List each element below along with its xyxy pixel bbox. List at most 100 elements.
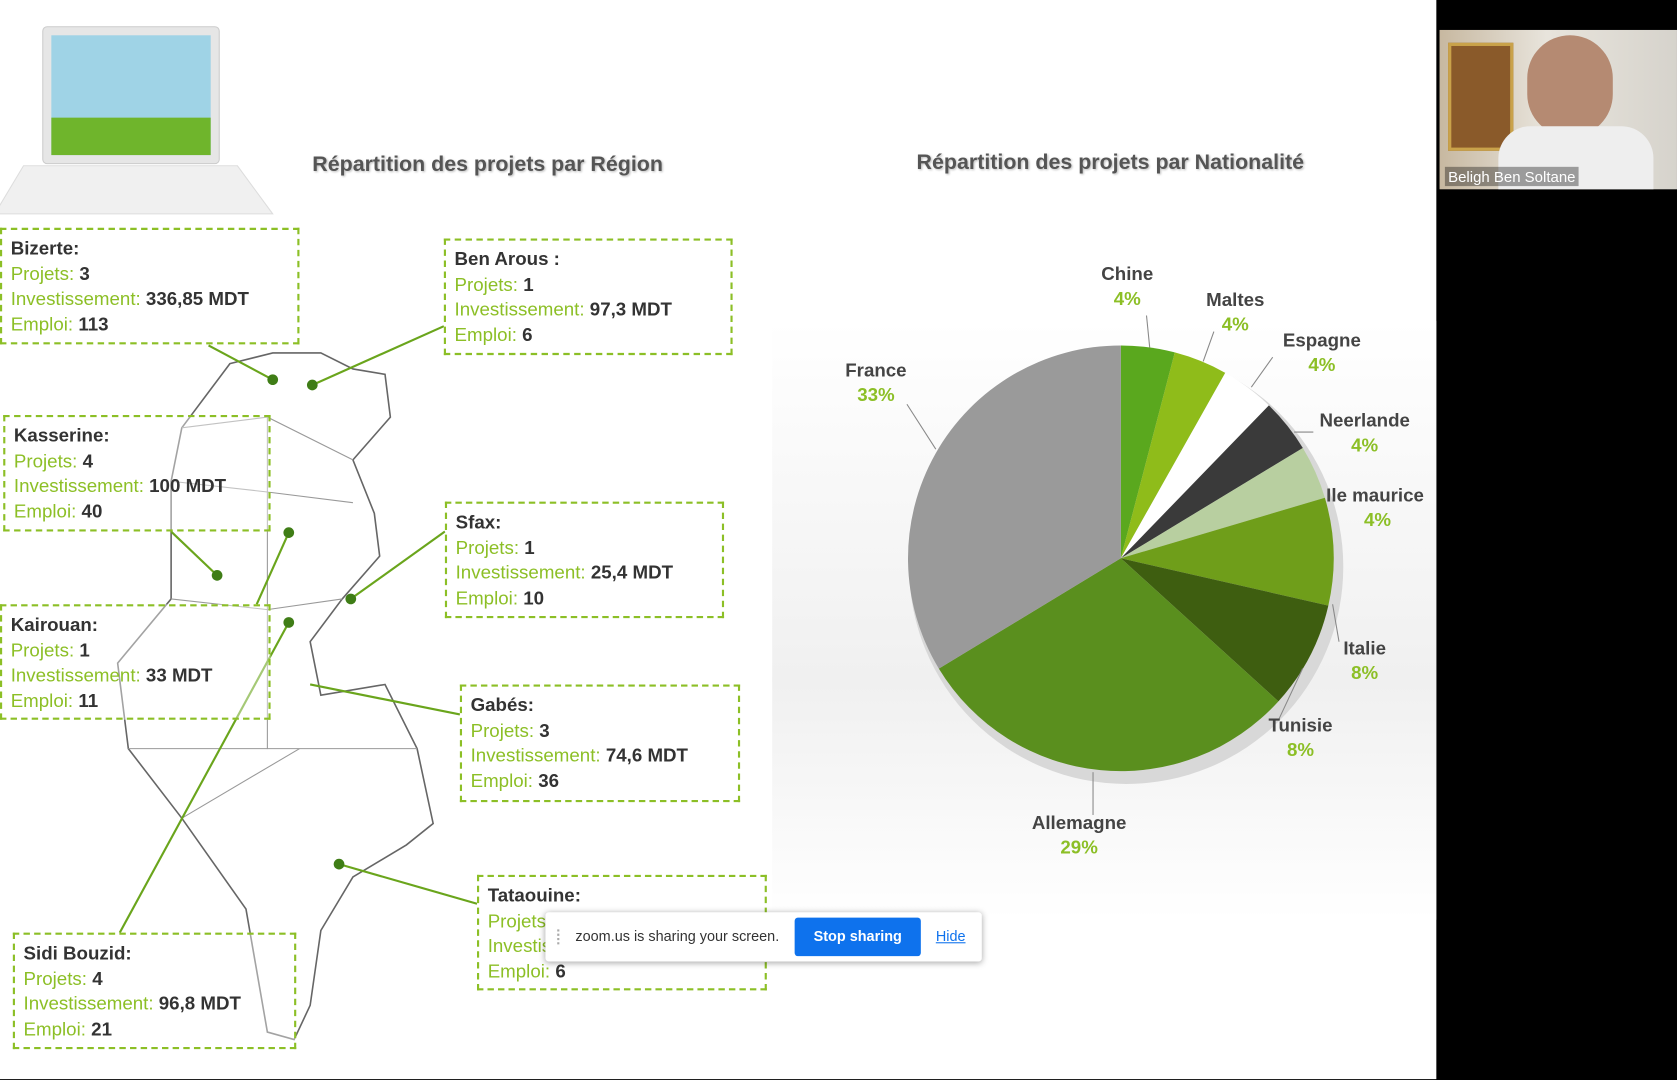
slice-name: Allemagne xyxy=(1032,812,1127,833)
region-row: Projets: 1 xyxy=(456,535,714,560)
region-row: Projets: 4 xyxy=(14,449,260,474)
nationality-title: Répartition des projets par Nationalité xyxy=(916,150,1305,175)
region-box: Ben Arous : Projets: 1 Investissement: 97,… xyxy=(443,238,733,356)
region-name: Tataouine: xyxy=(487,884,581,906)
leader-line xyxy=(906,403,937,450)
slice-name: Chine xyxy=(1101,263,1153,284)
region-name: Sfax: xyxy=(455,511,502,533)
row-label: Investissement: xyxy=(23,992,154,1014)
region-box: Bizerte: Projets: 3 Investissement: 336,85… xyxy=(0,227,300,345)
slice-name: Italie xyxy=(1343,638,1386,659)
slide-graphics xyxy=(0,26,478,1041)
slice-value-label: 4% xyxy=(1308,354,1335,375)
pie-slice xyxy=(908,345,1121,669)
region-row: Investissement: 97,3 MDT xyxy=(455,297,722,322)
row-value: 1 xyxy=(523,273,534,295)
region-row: Emploi: 11 xyxy=(11,688,260,713)
region-name: Sidi Bouzid: xyxy=(23,942,132,964)
row-value: 96,8 MDT xyxy=(158,992,241,1014)
slice-value-label: 33% xyxy=(857,384,895,405)
row-value: 113 xyxy=(78,312,109,335)
row-label: Emploi: xyxy=(13,499,77,522)
row-value: 336,85 MDT xyxy=(145,287,249,310)
participant-video: Beligh Ben Soltane xyxy=(1439,29,1677,190)
participant-name: Beligh Ben Soltane xyxy=(1444,166,1579,187)
row-label: Emploi: xyxy=(470,769,533,791)
drag-handle[interactable] xyxy=(557,929,562,945)
slice-name: France xyxy=(845,359,906,380)
region-row: Emploi: 36 xyxy=(471,768,730,793)
region-box: Kasserine: Projets: 4 Investissement: 100 … xyxy=(3,414,271,532)
pie-slice xyxy=(1120,352,1226,559)
slice-value-label: 29% xyxy=(1060,836,1098,857)
person-body xyxy=(1498,126,1654,190)
share-bar: zoom.us is sharing your screen. Stop sha… xyxy=(545,912,982,962)
leader-line xyxy=(1278,668,1304,719)
row-label: Projets: xyxy=(23,967,87,989)
region-row: Emploi: 6 xyxy=(455,322,722,347)
slice-value-label: 4% xyxy=(1222,313,1249,334)
region-row: Projets: 4 xyxy=(24,966,286,991)
region-box: Kairouan: Projets: 1 Investissement: 33 MD… xyxy=(0,604,271,720)
row-label: Investissement: xyxy=(470,744,601,766)
slice-value-label: 4% xyxy=(1351,434,1378,455)
region-box: Sidi Bouzid: Projets: 4 Investissement: 96… xyxy=(12,932,297,1050)
region-name: Kairouan: xyxy=(10,613,99,636)
row-label: Investissement: xyxy=(10,664,141,686)
region-row: Investissement: 336,85 MDT xyxy=(11,287,289,312)
row-label: Projets: xyxy=(13,449,78,472)
row-label: Projets: xyxy=(10,262,75,284)
region-row: Projets: 1 xyxy=(11,638,260,663)
region-row: Investissement: 25,4 MDT xyxy=(456,560,714,585)
row-value: 74,6 MDT xyxy=(605,744,688,766)
slice-name: Tunisie xyxy=(1268,715,1332,736)
row-value: 3 xyxy=(79,262,90,284)
pie-chart: Chine 4% Maltes 4% Espagne 4% Neerlande 4% Ile m… xyxy=(845,263,1424,857)
row-value: 3 xyxy=(539,719,550,741)
slice-value-label: 8% xyxy=(1287,739,1314,760)
row-label: Emploi: xyxy=(454,323,517,345)
pie-slice xyxy=(1120,372,1269,559)
row-label: Emploi: xyxy=(455,586,519,609)
row-label: Projets: xyxy=(454,273,518,295)
region-row: Emploi: 40 xyxy=(14,499,260,524)
region-box: Gabés: Projets: 3 Investissement: 74,6 MDT… xyxy=(459,684,741,803)
row-value: 25,4 MDT xyxy=(590,561,674,583)
region-row: Investissement: 74,6 MDT xyxy=(471,743,730,768)
wall-emblem xyxy=(1448,42,1514,151)
hide-link[interactable]: Hide xyxy=(935,928,966,945)
slide: Répartition des projets par Région Répar… xyxy=(0,0,1437,1080)
row-label: Emploi: xyxy=(23,1017,86,1040)
leader-line xyxy=(1145,315,1151,348)
row-label: Investissement: xyxy=(10,287,141,310)
region-row: Emploi: 113 xyxy=(11,312,289,337)
row-value: 36 xyxy=(538,769,560,791)
row-label: Projets: xyxy=(487,909,552,931)
region-row: Emploi: 6 xyxy=(488,959,756,984)
slice-value-label: 4% xyxy=(1114,288,1141,309)
connectors xyxy=(118,325,478,934)
region-row: Investissement: 100 MDT xyxy=(14,474,260,499)
region-row: Projets: 1 xyxy=(455,272,722,297)
row-label: Emploi: xyxy=(10,312,74,335)
pie-slice xyxy=(1120,345,1175,559)
region-row: Emploi: 21 xyxy=(24,1017,286,1042)
stop-sharing-button[interactable]: Stop sharing xyxy=(794,917,921,957)
slice-value-label: 8% xyxy=(1351,662,1378,683)
row-value: 6 xyxy=(555,959,566,982)
leader-line xyxy=(1202,331,1215,362)
pie-slice xyxy=(1120,447,1325,559)
row-value: 1 xyxy=(524,536,535,558)
region-row: Projets: 3 xyxy=(471,718,730,743)
row-label: Emploi: xyxy=(487,959,551,982)
row-label: Investissement: xyxy=(454,298,585,320)
row-label: Projets: xyxy=(455,536,520,558)
region-name: Bizerte: xyxy=(10,237,80,259)
slice-value-label: 4% xyxy=(1364,509,1391,530)
region-row: Projets: xyxy=(488,909,756,934)
region-title: Répartition des projets par Région xyxy=(312,152,663,177)
row-label: Projets: xyxy=(10,639,75,661)
row-label: Investissement: xyxy=(455,561,586,583)
